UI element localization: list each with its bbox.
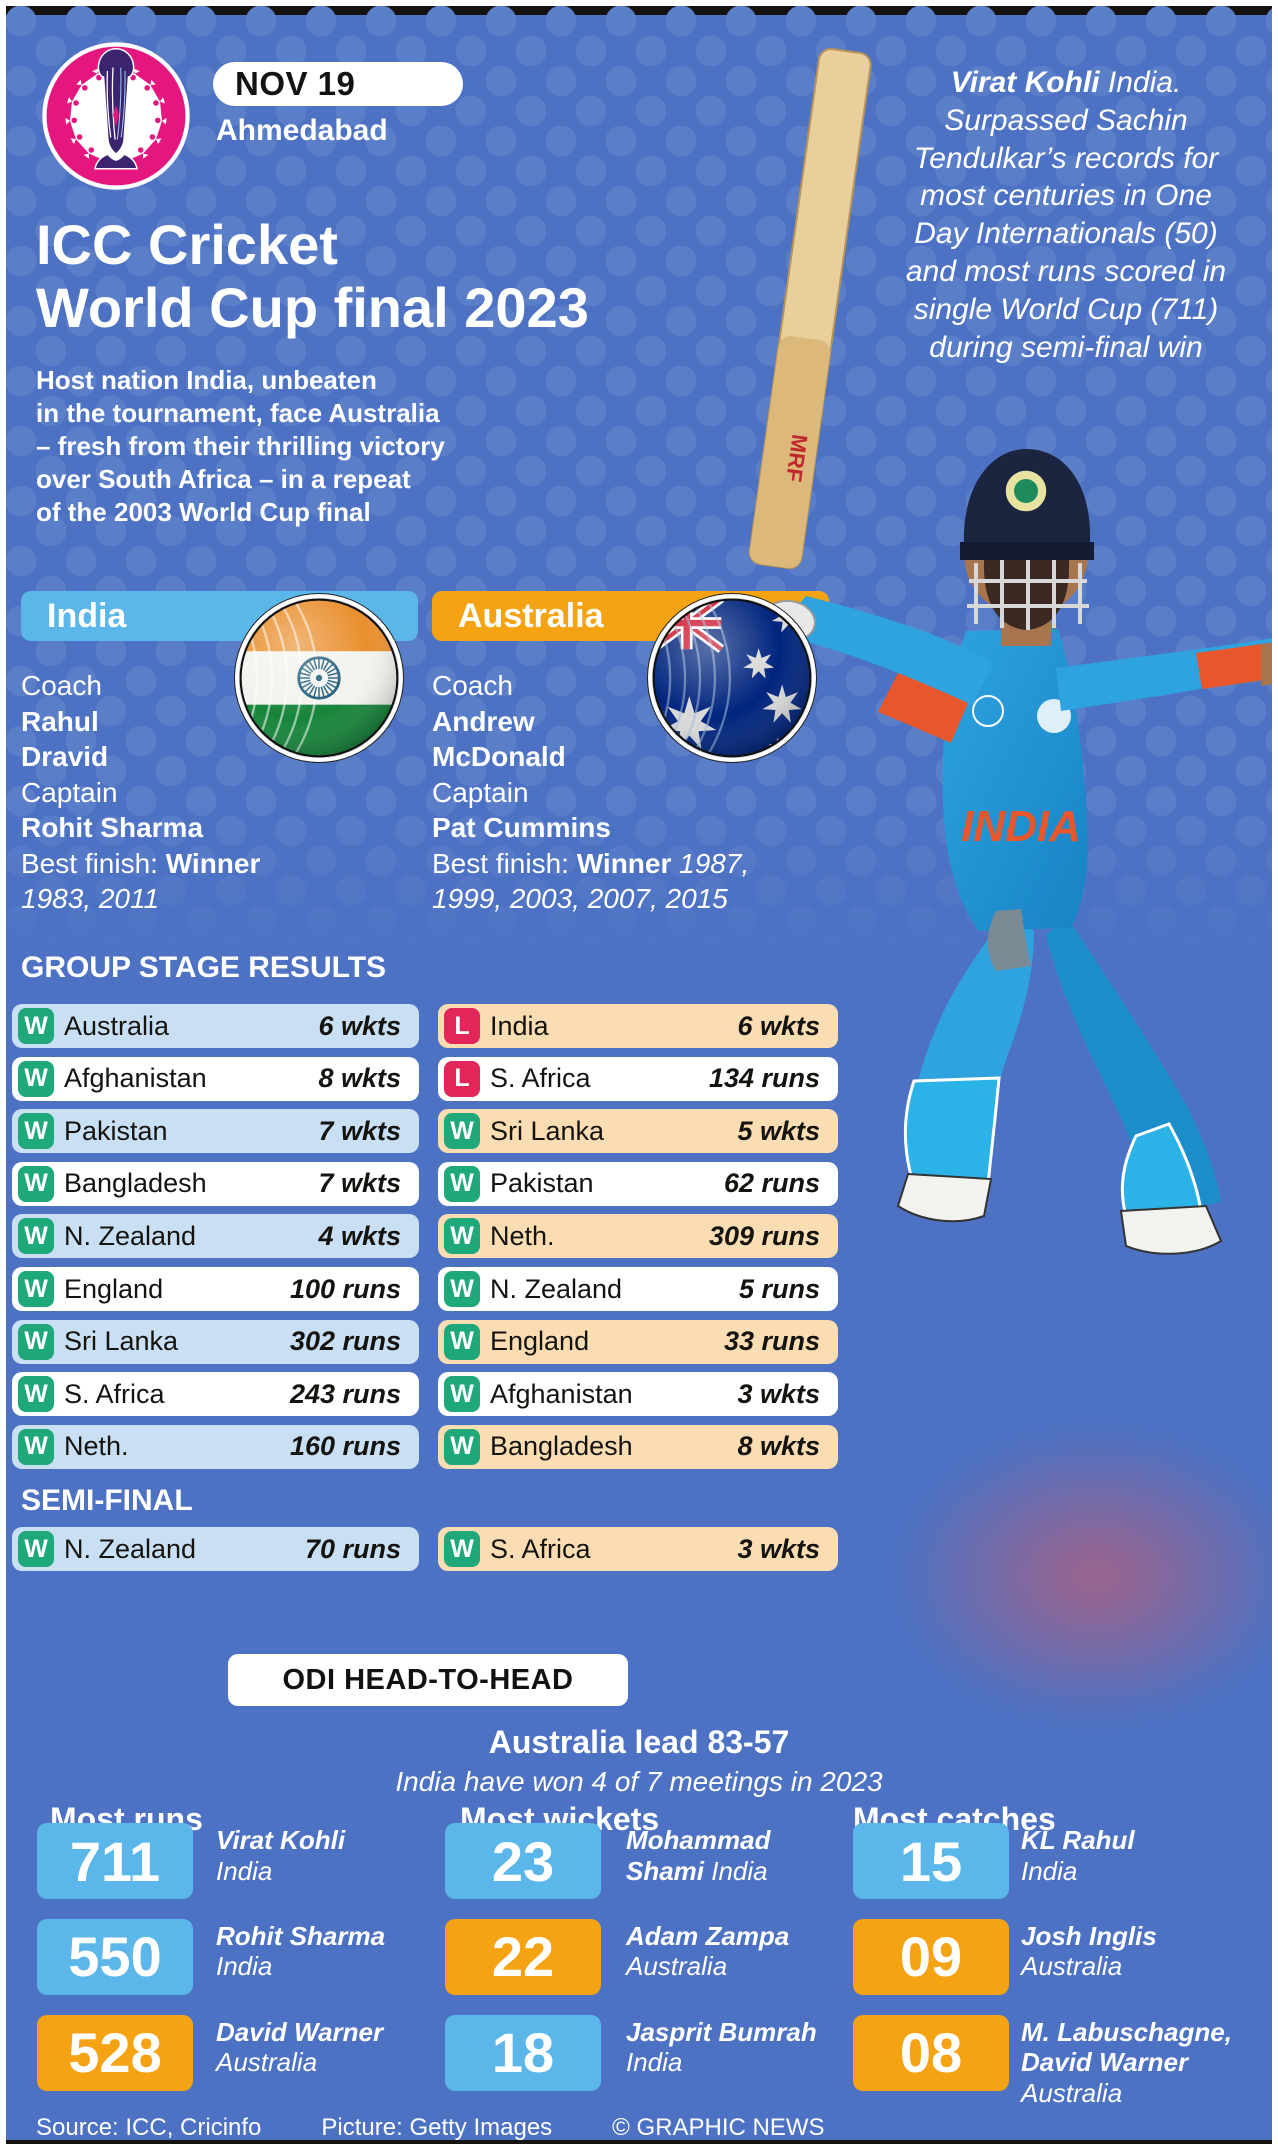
svg-text:INDIA: INDIA — [961, 802, 1081, 851]
